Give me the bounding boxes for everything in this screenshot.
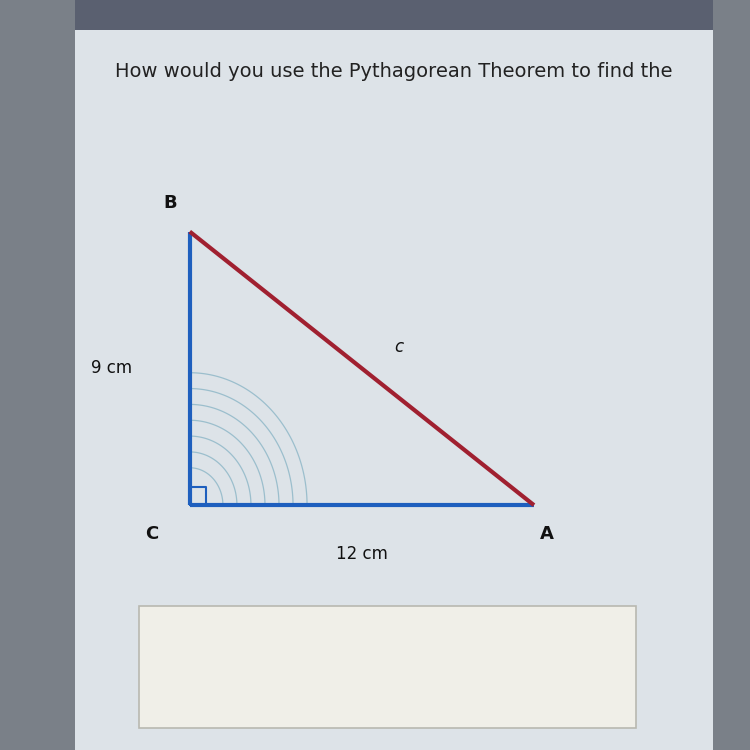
Text: B: B bbox=[164, 194, 178, 211]
Text: 12 cm: 12 cm bbox=[336, 544, 388, 562]
Text: 9 cm: 9 cm bbox=[92, 359, 132, 377]
Text: c: c bbox=[394, 338, 403, 356]
FancyBboxPatch shape bbox=[139, 606, 636, 728]
Text: A: A bbox=[540, 525, 554, 543]
Text: How would you use the Pythagorean Theorem to find the: How would you use the Pythagorean Theore… bbox=[115, 62, 673, 82]
Text: C: C bbox=[145, 525, 158, 543]
